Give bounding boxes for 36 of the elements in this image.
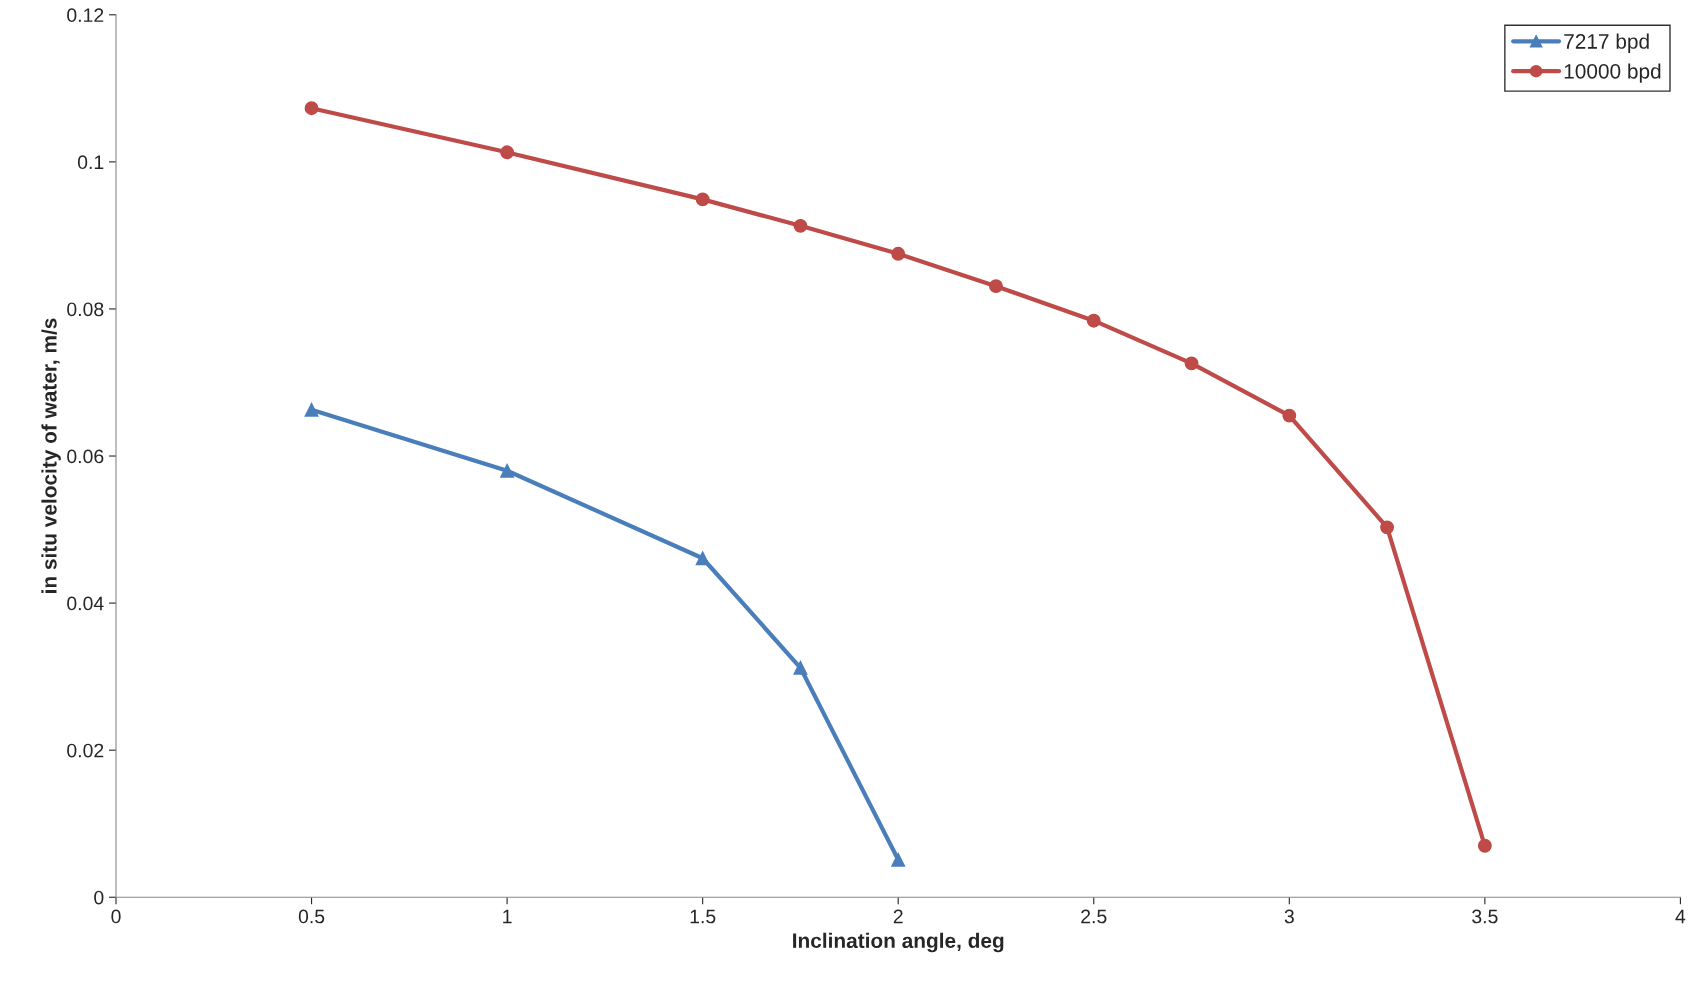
x-tick-label: 2	[893, 909, 903, 924]
point	[891, 852, 906, 867]
y-axis-title: in situ velocity of water, m/s	[41, 318, 61, 593]
x-tick-label: 3.5	[1472, 909, 1498, 924]
point	[793, 660, 808, 675]
y-tick-label: 0.1	[77, 155, 104, 170]
point	[304, 101, 319, 116]
point	[1184, 356, 1199, 371]
point	[500, 145, 515, 160]
x-tick-label: 0	[111, 909, 121, 924]
y-tick-label: 0	[94, 890, 104, 905]
point	[989, 279, 1003, 294]
point	[500, 463, 515, 478]
point	[304, 402, 319, 417]
legend-label: 10000 bpd	[1564, 63, 1661, 83]
x-tick-label: 1	[503, 909, 512, 924]
x-tick-label: 3	[1284, 909, 1294, 924]
y-tick-label: 0.12	[67, 8, 104, 23]
x-tick-label: 4	[1675, 909, 1686, 924]
point	[1086, 313, 1101, 328]
point	[793, 218, 808, 233]
x-axis-title: Inclination angle, deg	[793, 932, 1004, 953]
x-tick-label: 0.5	[298, 909, 325, 924]
point	[695, 551, 710, 566]
point	[1380, 520, 1395, 535]
y-tick-label: 0.06	[67, 449, 104, 464]
y-tick-label: 0.04	[67, 596, 104, 611]
point	[891, 246, 906, 261]
point	[695, 192, 710, 207]
y-tick-label: 0.02	[67, 743, 104, 758]
legend-label: 7217 bpd	[1564, 33, 1649, 53]
y-tick-label: 0.08	[67, 302, 104, 317]
point	[1477, 838, 1492, 853]
x-tick-label: 1.5	[690, 909, 716, 924]
x-tick-label: 2.5	[1081, 909, 1107, 924]
point	[1282, 408, 1297, 423]
